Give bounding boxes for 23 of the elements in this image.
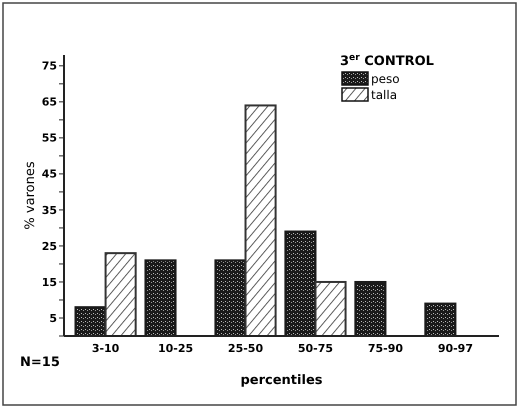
x-tick-label: 3-10 <box>92 342 120 355</box>
x-tick-label: 25-50 <box>228 342 264 355</box>
legend-label: talla <box>371 88 398 102</box>
x-tick-label: 90-97 <box>438 342 474 355</box>
y-tick-label: 15 <box>42 276 57 289</box>
y-tick-label: 45 <box>42 168 57 181</box>
bar <box>104 252 137 337</box>
y-tick-label: 35 <box>42 204 57 217</box>
x-tick-label: 10-25 <box>158 342 194 355</box>
y-tick-label: 55 <box>42 132 57 145</box>
bar <box>244 104 277 337</box>
y-tick-label: 25 <box>42 240 57 253</box>
y-tick-label: 5 <box>49 312 57 325</box>
y-axis-title: % varones <box>23 161 38 230</box>
y-tick-label: 75 <box>42 60 57 73</box>
x-tick-label: 75-90 <box>368 342 404 355</box>
x-tick-label: 50-75 <box>298 342 334 355</box>
legend-title: 3$^{er}$ CONTROL <box>340 53 434 69</box>
bar <box>314 280 347 337</box>
y-tick-label: 65 <box>42 96 57 109</box>
x-axis-title: percentiles <box>240 373 323 388</box>
text: N=15 <box>20 355 60 370</box>
legend-label: peso <box>371 72 400 86</box>
